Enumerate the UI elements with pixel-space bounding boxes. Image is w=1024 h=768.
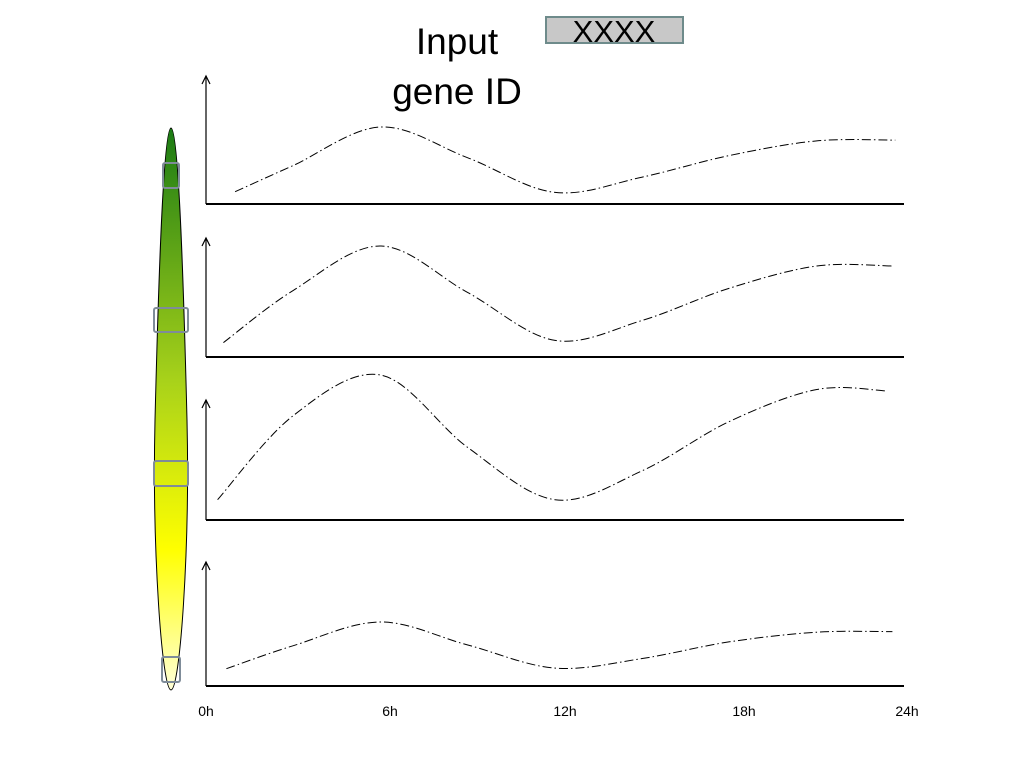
gene-id-value: XXXX [573, 14, 656, 49]
expression-curve [226, 621, 893, 670]
profile-panels [201, 74, 904, 687]
title: Input gene ID [392, 21, 522, 112]
expression-curve [234, 126, 896, 194]
organ-marker-2[interactable] [153, 307, 189, 333]
tick-label-6h: 6h [382, 703, 398, 719]
axis-arrow-icon [201, 398, 211, 409]
expression-curve [223, 245, 893, 344]
gene-id-field[interactable] [545, 16, 684, 44]
organ-gradient-shape [153, 127, 189, 691]
gene-id-input[interactable]: XXXX [545, 14, 684, 49]
organ-marker-4[interactable] [161, 656, 181, 683]
expression-curve [217, 373, 887, 501]
time-axis: 0h 6h 12h 18h 24h [198, 703, 918, 719]
axis-arrow-icon [201, 560, 211, 571]
title-line-1: Input [416, 21, 499, 62]
title-line-2: gene ID [392, 71, 522, 112]
profile-panel [201, 373, 904, 521]
profile-panel [201, 236, 904, 358]
tick-label-12h: 12h [553, 703, 576, 719]
axis-arrow-icon [201, 236, 211, 247]
tick-label-0h: 0h [198, 703, 214, 719]
tick-label-24h: 24h [895, 703, 918, 719]
profile-panel [201, 74, 904, 205]
axis-arrow-icon [201, 74, 211, 85]
organ-marker-3[interactable] [153, 460, 189, 487]
tick-label-18h: 18h [732, 703, 755, 719]
organ-marker-1[interactable] [162, 162, 180, 189]
organ-bar [153, 127, 189, 691]
profile-panel [201, 560, 904, 687]
